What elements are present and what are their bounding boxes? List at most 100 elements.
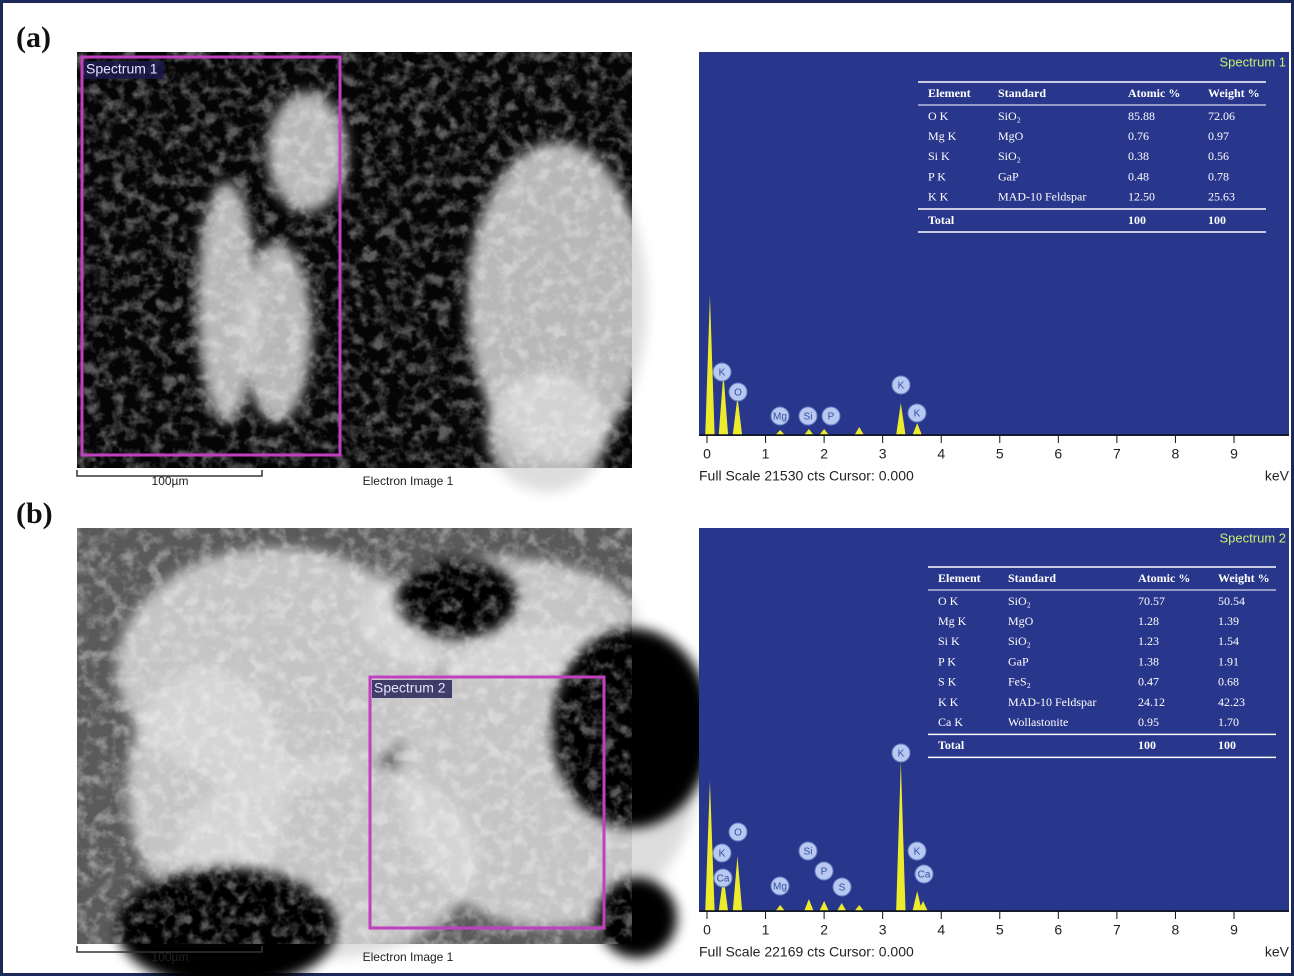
table-cell: 1.28 [1138,614,1159,628]
peak-label: Si [804,412,813,423]
sem-image [77,52,647,492]
x-unit: keV [1265,468,1290,484]
peak-label-bg [914,864,934,884]
region-label: Spectrum 2 [374,680,446,696]
table-cell: 1.54 [1218,634,1239,648]
table-header: Standard [998,86,1046,100]
table-cell: K K [928,190,949,204]
x-tick-label: 9 [1230,446,1238,462]
panel-label: (a) [16,21,51,54]
peak-label: Si [804,847,813,858]
texture [77,52,632,468]
spectrum-region [80,55,342,457]
table-cell: SiO₂ [998,109,1021,123]
x-tick-label: 7 [1113,446,1121,462]
peak-label: O [734,388,742,399]
peak-label-bg [798,406,818,426]
x-unit: keV [1265,944,1290,960]
peak-label-bg [891,743,911,763]
spectrum-peak [804,429,814,435]
table-total: 100 [1208,213,1226,227]
table-cell: Si K [928,149,950,163]
x-tick-label: 0 [703,446,711,462]
table-cell: 72.06 [1208,109,1235,123]
spectrum-peak [705,781,715,911]
table-cell: 12.50 [1128,190,1155,204]
spectrum-peak [896,761,906,911]
peak-label-bg [907,403,927,423]
table-cell: 70.57 [1138,594,1165,608]
table-cell: 1.23 [1138,634,1159,648]
image-caption: Electron Image 1 [363,950,454,964]
table-total: Total [928,213,955,227]
table-cell: 0.56 [1208,149,1229,163]
table-cell: 0.97 [1208,129,1229,143]
x-tick-label: 1 [762,446,770,462]
table-cell: 0.47 [1138,675,1159,689]
table-total: 100 [1138,738,1156,752]
panel-label: (b) [16,497,53,530]
spectrum-peak [912,423,922,435]
table-cell: S K [938,675,957,689]
spectrum-peak [854,427,864,435]
sem-image [77,528,712,976]
spectrum-peak [918,901,928,911]
table-cell: MAD-10 Feldspar [998,190,1086,204]
spectrum-bg [699,528,1289,912]
x-tick-label: 9 [1230,922,1238,938]
peak-label-bg [713,868,733,888]
spectrum-peak [912,891,922,911]
spectrum-bg [699,52,1289,436]
peak-label-bg [814,861,834,881]
peak-label-bg [798,841,818,861]
region-label: Spectrum 1 [86,61,158,77]
spectrum-peak [732,397,743,435]
spectrum-peak [804,899,814,911]
table-total: Total [938,738,965,752]
peak-label: Mg [773,882,787,893]
spectrum-peak [819,901,829,911]
x-tick-label: 7 [1113,922,1121,938]
peak-label-bg [832,877,852,897]
table-cell: 85.88 [1128,109,1155,123]
table-cell: SiO₂ [998,149,1021,163]
peak-label: K [898,381,905,392]
spectrum-peak [732,856,743,911]
table-cell: MgO [998,129,1024,143]
table-header: Weight % [1208,86,1260,100]
table-cell: 50.54 [1218,594,1245,608]
table-total: 100 [1128,213,1146,227]
peak-label: K [719,849,726,860]
spectrum-peak [836,903,847,911]
table-cell: GaP [1008,654,1029,668]
table-cell: O K [928,109,949,123]
peak-label-bg [907,841,927,861]
table-cell: Wollastonite [1008,715,1068,729]
spectrum-region [368,675,606,930]
spectrum-peak [775,430,785,435]
spectrum-peak [705,295,715,435]
x-tick-label: 3 [879,922,887,938]
x-tick-label: 5 [996,446,1004,462]
x-tick-label: 6 [1054,446,1062,462]
region-label-bg [84,61,164,79]
peak-label: K [914,847,921,858]
table-cell: Mg K [938,614,967,628]
table-cell: 42.23 [1218,695,1245,709]
table-cell: SiO₂ [1008,634,1031,648]
table-cell: 1.91 [1218,654,1239,668]
table-cell: SiO₂ [1008,594,1031,608]
x-tick-label: 8 [1172,446,1180,462]
table-cell: GaP [998,169,1019,183]
table-cell: 25.63 [1208,190,1235,204]
table-header: Standard [1008,571,1056,585]
x-tick-label: 3 [879,446,887,462]
table-header: Atomic % [1138,571,1190,585]
table-header: Element [928,86,971,100]
peak-label: S [839,883,846,894]
peak-label-bg [728,382,748,402]
table-cell: 1.70 [1218,715,1239,729]
peak-label: P [821,867,828,878]
spectrum-peak [819,429,829,435]
scale-bar-label: 100µm [152,474,189,488]
